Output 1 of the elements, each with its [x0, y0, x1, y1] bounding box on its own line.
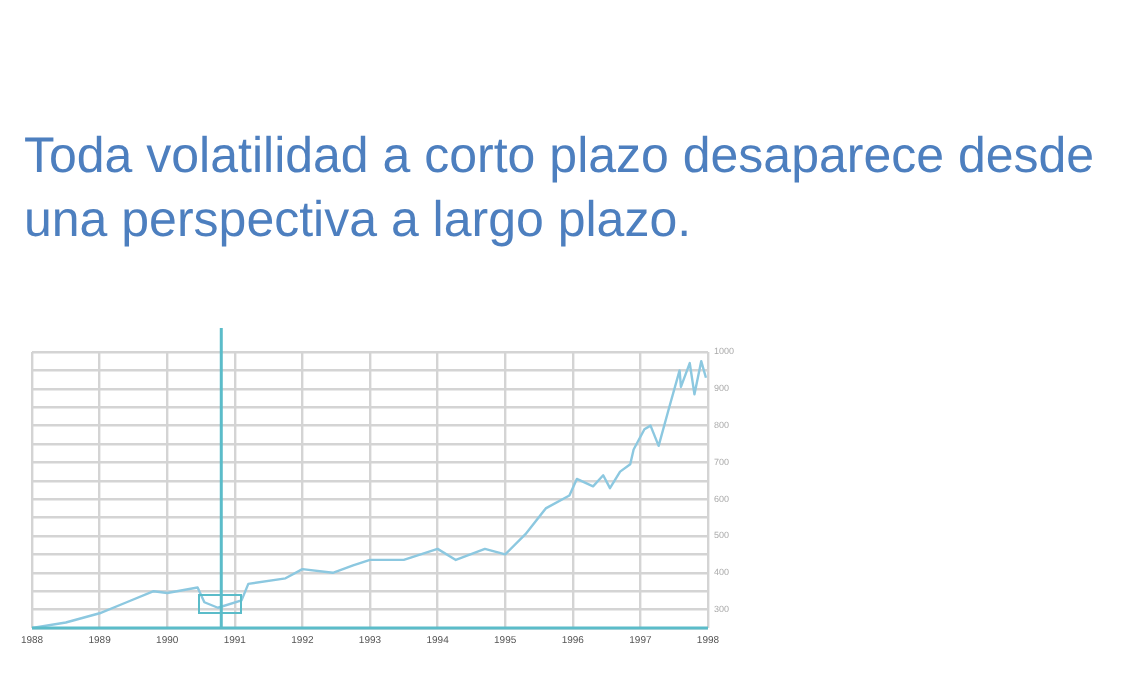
chart-title: Toda volatilidad a corto plazo desaparece desde una perspectiva a largo plazo. [24, 126, 1097, 252]
